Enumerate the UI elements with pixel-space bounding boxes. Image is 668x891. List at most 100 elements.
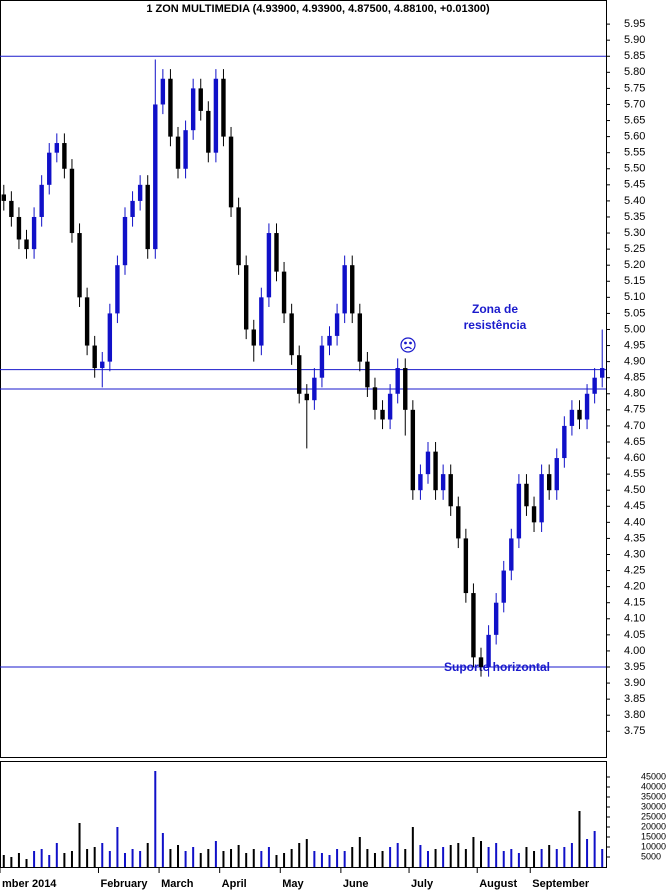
candle-body [281, 271, 287, 314]
volume-tick-label: 35000 [641, 791, 666, 801]
y-tick-label: 4.55 [624, 468, 645, 480]
volume-bar [33, 851, 36, 867]
candle-body [456, 506, 461, 539]
volume-bar [480, 841, 483, 867]
candle-body [77, 233, 82, 298]
candle-body [107, 313, 113, 362]
candle-body [493, 602, 499, 635]
candle-body [327, 335, 332, 346]
candle-body [54, 143, 60, 153]
candle-body [190, 88, 196, 131]
volume-bar [533, 851, 536, 867]
y-tick-label: 5.00 [624, 323, 645, 335]
candle-body [198, 88, 203, 111]
candle-body [160, 78, 166, 105]
candle-body [274, 233, 279, 272]
volume-bar [169, 849, 172, 867]
candle-body [1, 194, 6, 201]
candle-body [539, 474, 544, 523]
candle-body [448, 474, 453, 507]
volume-bar [252, 849, 255, 867]
y-tick-label: 3.80 [624, 709, 645, 721]
y-tick-label: 5.65 [624, 114, 645, 126]
candle-body [592, 377, 597, 394]
y-tick-label: 4.70 [624, 420, 645, 432]
volume-bar [404, 849, 407, 867]
volume-bar [426, 851, 429, 867]
y-tick-label: 5.40 [624, 195, 645, 207]
candle-body [145, 184, 150, 250]
chart-title: 1 ZON MULTIMEDIA (4.93900, 4.93900, 4.87… [146, 3, 490, 15]
candle-body [228, 136, 234, 208]
candle-body [24, 239, 29, 250]
candle-body [410, 409, 416, 491]
volume-bar [290, 849, 293, 867]
candle-body [251, 329, 256, 346]
y-tick-label: 4.15 [624, 597, 645, 609]
candle-body [100, 361, 105, 369]
volume-bar [419, 845, 422, 867]
volume-bar [108, 851, 111, 867]
y-tick-label: 5.90 [624, 34, 645, 46]
candle-body [387, 393, 393, 420]
y-tick-label: 4.10 [624, 613, 645, 625]
y-tick-label: 4.20 [624, 581, 645, 593]
volume-bar [457, 843, 460, 867]
y-tick-label: 3.90 [624, 677, 645, 689]
candle-body [153, 104, 158, 250]
candle-body [319, 345, 325, 378]
volume-bar [93, 847, 96, 867]
volume-bar [237, 845, 240, 867]
candle-body [569, 409, 575, 426]
candle-body [584, 393, 590, 420]
y-tick-label: 4.75 [624, 404, 645, 416]
volume-bar [283, 853, 286, 867]
candle-body [39, 184, 44, 217]
volume-bar [298, 843, 301, 867]
candle-body [350, 265, 355, 314]
volume-bar [63, 853, 66, 867]
volume-bar [563, 847, 566, 867]
price-panel [0, 0, 607, 758]
candle-body [531, 506, 537, 523]
volume-bar [396, 843, 399, 867]
volume-tick-label: 15000 [641, 831, 666, 841]
candle-body [62, 143, 67, 169]
volume-bar [351, 847, 354, 867]
y-tick-label: 5.80 [624, 66, 645, 78]
candle-body [92, 345, 97, 369]
volume-bar [586, 839, 589, 867]
y-tick-label: 5.45 [624, 179, 645, 191]
volume-bar [70, 851, 73, 867]
volume-bar [487, 847, 490, 867]
candle-body [478, 657, 484, 667]
volume-bar [199, 853, 202, 867]
y-tick-label: 5.95 [624, 18, 645, 30]
candle-body [501, 570, 506, 603]
candle-body [312, 377, 317, 401]
candle-body [84, 297, 90, 346]
volume-bar [2, 855, 5, 867]
candle-body [440, 474, 446, 491]
annotation: Suporte horizontal [444, 660, 550, 674]
x-tick-label: April [222, 878, 247, 890]
candle-body [130, 200, 135, 217]
candle-body [562, 425, 567, 459]
candle-body [365, 361, 370, 388]
candle-body [357, 313, 363, 362]
volume-bar [555, 849, 558, 867]
y-tick-label: 4.95 [624, 339, 645, 351]
volume-tick-label: 45000 [641, 771, 666, 781]
volume-panel [0, 761, 607, 868]
volume-bar [116, 827, 119, 867]
y-tick-label: 4.45 [624, 500, 645, 512]
candle-body [334, 313, 340, 336]
volume-bar [214, 841, 217, 867]
candle-body [16, 216, 22, 240]
candle-body [236, 207, 241, 266]
volume-bar [601, 849, 604, 867]
y-tick-label: 4.50 [624, 484, 645, 496]
x-tick-label: mber 2014 [2, 878, 57, 890]
volume-bar [207, 849, 210, 867]
x-tick-label: August [479, 878, 517, 890]
